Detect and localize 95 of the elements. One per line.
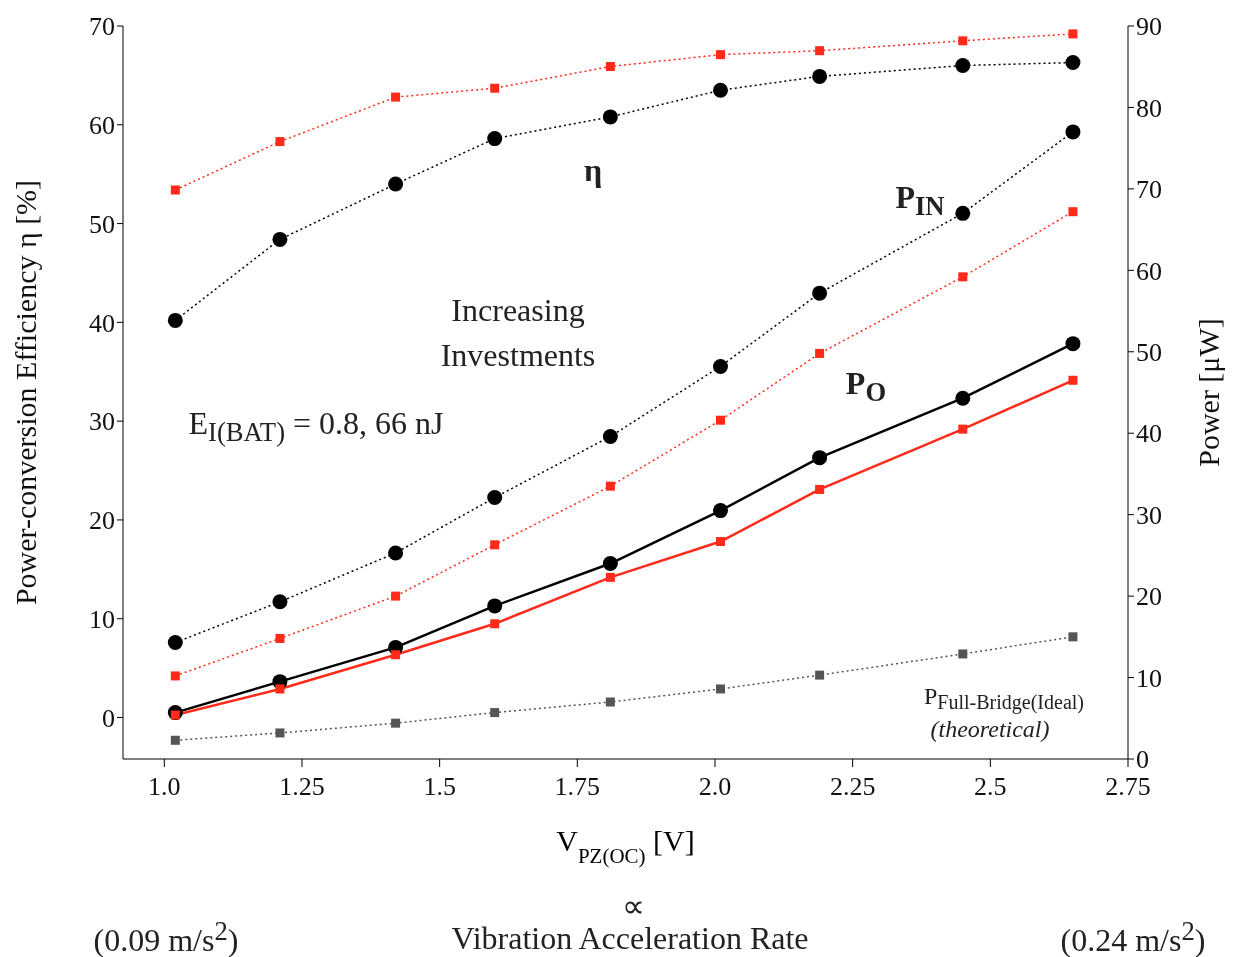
point xyxy=(275,684,285,694)
annotation: P$_{O}$ xyxy=(845,363,887,410)
point xyxy=(712,82,728,98)
point xyxy=(1065,336,1081,352)
annotation: P$_{Full-Bridge(Ideal)}$ xyxy=(924,681,1084,716)
point xyxy=(487,490,503,506)
x-tick-label: 1.75 xyxy=(554,772,601,802)
point xyxy=(490,619,500,629)
point xyxy=(391,591,401,601)
y2-tick-label: 20 xyxy=(1136,582,1162,612)
point xyxy=(602,428,618,444)
point xyxy=(388,545,404,561)
annotation: η xyxy=(583,150,603,190)
point xyxy=(602,109,618,125)
point xyxy=(605,481,615,491)
y-axis-title: Power-conversion Efficiency η [%] xyxy=(8,179,42,606)
point xyxy=(605,572,615,582)
y2-axis-title: Power [μW] xyxy=(1191,318,1225,467)
point xyxy=(391,718,401,728)
point xyxy=(272,594,288,610)
point xyxy=(605,62,615,71)
y2-tick-label: 80 xyxy=(1136,93,1162,123)
point xyxy=(815,670,825,680)
point xyxy=(712,358,728,374)
y2-tick-label: 60 xyxy=(1136,256,1162,286)
y-tick-label: 10 xyxy=(89,604,115,634)
point xyxy=(1065,124,1081,140)
point xyxy=(167,635,183,651)
y-tick-label: 20 xyxy=(89,506,115,536)
y2-tick-label: 30 xyxy=(1136,500,1162,530)
y-tick-label: 50 xyxy=(89,209,115,239)
point xyxy=(170,185,180,195)
x-tick-label: 1.25 xyxy=(279,772,325,802)
point xyxy=(812,285,828,301)
point xyxy=(815,484,825,494)
x-tick-label: 1.5 xyxy=(423,772,456,802)
y2-tick-label: 50 xyxy=(1136,338,1162,368)
point xyxy=(715,684,725,694)
point xyxy=(391,650,401,660)
point xyxy=(958,424,968,434)
y2-tick-label: 10 xyxy=(1136,663,1162,693)
point xyxy=(275,137,285,147)
point xyxy=(490,540,500,550)
point xyxy=(958,649,968,659)
point xyxy=(1068,632,1078,642)
x-tick-label: 1.0 xyxy=(148,772,181,802)
point xyxy=(170,735,180,745)
point xyxy=(388,176,404,192)
y-tick-label: 60 xyxy=(89,111,115,141)
point xyxy=(602,556,618,572)
point xyxy=(1068,29,1078,39)
point xyxy=(958,36,968,46)
x-tick-label: 2.75 xyxy=(1105,772,1151,802)
point xyxy=(955,205,971,221)
point xyxy=(715,50,725,60)
point xyxy=(605,697,615,707)
y2-tick-label: 70 xyxy=(1136,175,1162,205)
y2-tick-label: 40 xyxy=(1136,419,1162,449)
point xyxy=(955,58,971,74)
point xyxy=(715,415,725,425)
point xyxy=(275,633,285,643)
point xyxy=(812,68,828,84)
x-tick-label: 2.0 xyxy=(698,772,732,802)
y-tick-label: 70 xyxy=(89,12,115,42)
point xyxy=(391,92,401,102)
point xyxy=(272,231,288,247)
point xyxy=(1068,207,1078,217)
point xyxy=(955,390,971,406)
point xyxy=(1068,375,1078,385)
point xyxy=(712,503,728,519)
point xyxy=(167,312,183,328)
y-tick-label: 30 xyxy=(89,407,115,437)
annotation: (theoretical) xyxy=(930,715,1050,745)
point xyxy=(958,272,968,282)
x-tick-label: 2.5 xyxy=(974,772,1007,802)
point xyxy=(487,598,503,614)
point xyxy=(715,537,725,547)
annotation: Increasing Investments xyxy=(439,291,597,375)
point xyxy=(170,671,180,681)
point xyxy=(487,131,503,147)
point xyxy=(490,708,500,718)
point xyxy=(490,83,500,93)
point xyxy=(275,728,285,738)
y-tick-label: 40 xyxy=(89,308,115,338)
y2-tick-label: 90 xyxy=(1136,12,1162,42)
annotation: E$_{I(BAT)}$ = 0.8, 66 nJ xyxy=(188,403,444,450)
annotation: P$_{IN}$ xyxy=(895,177,945,224)
x-tick-label: 2.25 xyxy=(829,772,876,802)
y-tick-label: 0 xyxy=(102,703,115,733)
point xyxy=(812,450,828,466)
point xyxy=(815,348,825,358)
point xyxy=(1065,55,1081,71)
x-axis-title: V$_{PZ(OC)}$ [V] xyxy=(556,824,695,868)
y2-tick-label: 0 xyxy=(1136,745,1149,775)
point xyxy=(815,46,825,56)
